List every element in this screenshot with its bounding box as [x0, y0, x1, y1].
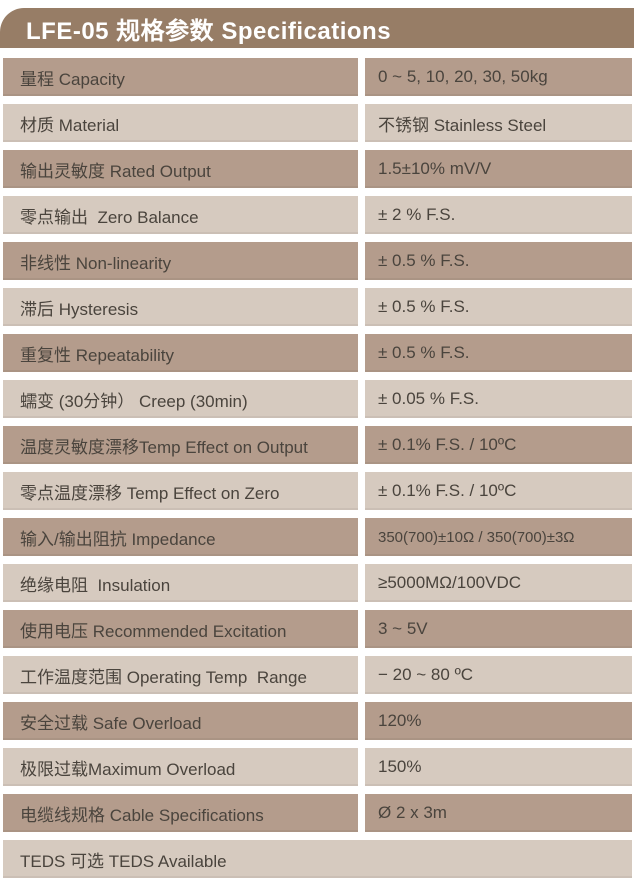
- spec-value-cell: 0 ~ 5, 10, 20, 30, 50kg: [365, 58, 632, 96]
- spec-row: 滞后 Hysteresis ± 0.5 % F.S.: [3, 288, 632, 326]
- spec-row: 电缆线规格 Cable Specifications Ø 2 x 3m: [3, 794, 632, 832]
- spec-label-cell: 零点温度漂移 Temp Effect on Zero: [3, 472, 358, 510]
- spec-label-cell: 输入/输出阻抗 Impedance: [3, 518, 358, 556]
- spec-label-cell: 零点输出 Zero Balance: [3, 196, 358, 234]
- spec-value-cell: ± 0.1% F.S. / 10ºC: [365, 472, 632, 510]
- spec-label-cell: 量程 Capacity: [3, 58, 358, 96]
- spec-sheet: LFE-05 规格参数 Specifications 量程 Capacity 0…: [0, 8, 640, 894]
- spec-label-cell: 滞后 Hysteresis: [3, 288, 358, 326]
- spec-label-cell: 工作温度范围 Operating Temp Range: [3, 656, 358, 694]
- title-bar: LFE-05 规格参数 Specifications: [0, 8, 634, 48]
- spec-value-cell: 3 ~ 5V: [365, 610, 632, 648]
- spec-row: 输入/输出阻抗 Impedance 350(700)±10Ω / 350(700…: [3, 518, 632, 556]
- spec-label-cell: TEDS 可选 TEDS Available: [3, 840, 632, 878]
- spec-row: 非线性 Non-linearity ± 0.5 % F.S.: [3, 242, 632, 280]
- spec-row: 输出灵敏度 Rated Output 1.5±10% mV/V: [3, 150, 632, 188]
- spec-row: 使用电压 Recommended Excitation 3 ~ 5V: [3, 610, 632, 648]
- spec-row: 材质 Material 不锈钢 Stainless Steel: [3, 104, 632, 142]
- spec-value-cell: 150%: [365, 748, 632, 786]
- spec-row: 零点温度漂移 Temp Effect on Zero ± 0.1% F.S. /…: [3, 472, 632, 510]
- spec-table: 量程 Capacity 0 ~ 5, 10, 20, 30, 50kg 材质 M…: [3, 58, 632, 878]
- spec-row: 绝缘电阻 Insulation ≥5000MΩ/100VDC: [3, 564, 632, 602]
- spec-row: 极限过载Maximum Overload 150%: [3, 748, 632, 786]
- spec-label-cell: 非线性 Non-linearity: [3, 242, 358, 280]
- page-title: LFE-05 规格参数 Specifications: [26, 17, 392, 45]
- spec-label-cell: 电缆线规格 Cable Specifications: [3, 794, 358, 832]
- spec-value-cell: ± 0.5 % F.S.: [365, 242, 632, 280]
- spec-value-cell: − 20 ~ 80 ºC: [365, 656, 632, 694]
- spec-value-cell: ± 2 % F.S.: [365, 196, 632, 234]
- spec-row: 零点输出 Zero Balance ± 2 % F.S.: [3, 196, 632, 234]
- spec-row: 重复性 Repeatability ± 0.5 % F.S.: [3, 334, 632, 372]
- spec-value-cell: 120%: [365, 702, 632, 740]
- spec-label-cell: 安全过载 Safe Overload: [3, 702, 358, 740]
- spec-value-cell: ± 0.5 % F.S.: [365, 288, 632, 326]
- spec-value-cell: 1.5±10% mV/V: [365, 150, 632, 188]
- spec-label-cell: 极限过载Maximum Overload: [3, 748, 358, 786]
- spec-value-cell: ± 0.5 % F.S.: [365, 334, 632, 372]
- spec-label-cell: 蠕变 (30分钟） Creep (30min): [3, 380, 358, 418]
- spec-label-cell: 材质 Material: [3, 104, 358, 142]
- spec-value-cell: ≥5000MΩ/100VDC: [365, 564, 632, 602]
- spec-row: 量程 Capacity 0 ~ 5, 10, 20, 30, 50kg: [3, 58, 632, 96]
- spec-value-cell: 350(700)±10Ω / 350(700)±3Ω: [365, 518, 632, 556]
- spec-value-cell: Ø 2 x 3m: [365, 794, 632, 832]
- spec-value-cell: ± 0.1% F.S. / 10ºC: [365, 426, 632, 464]
- spec-label-cell: 绝缘电阻 Insulation: [3, 564, 358, 602]
- spec-row: 工作温度范围 Operating Temp Range − 20 ~ 80 ºC: [3, 656, 632, 694]
- spec-label-cell: 重复性 Repeatability: [3, 334, 358, 372]
- spec-label-cell: 温度灵敏度漂移Temp Effect on Output: [3, 426, 358, 464]
- spec-label-cell: 输出灵敏度 Rated Output: [3, 150, 358, 188]
- spec-value-cell: 不锈钢 Stainless Steel: [365, 104, 632, 142]
- spec-value-cell: ± 0.05 % F.S.: [365, 380, 632, 418]
- spec-row: 温度灵敏度漂移Temp Effect on Output ± 0.1% F.S.…: [3, 426, 632, 464]
- spec-label-cell: 使用电压 Recommended Excitation: [3, 610, 358, 648]
- spec-row: 蠕变 (30分钟） Creep (30min) ± 0.05 % F.S.: [3, 380, 632, 418]
- spec-row: TEDS 可选 TEDS Available: [3, 840, 632, 878]
- spec-row: 安全过载 Safe Overload 120%: [3, 702, 632, 740]
